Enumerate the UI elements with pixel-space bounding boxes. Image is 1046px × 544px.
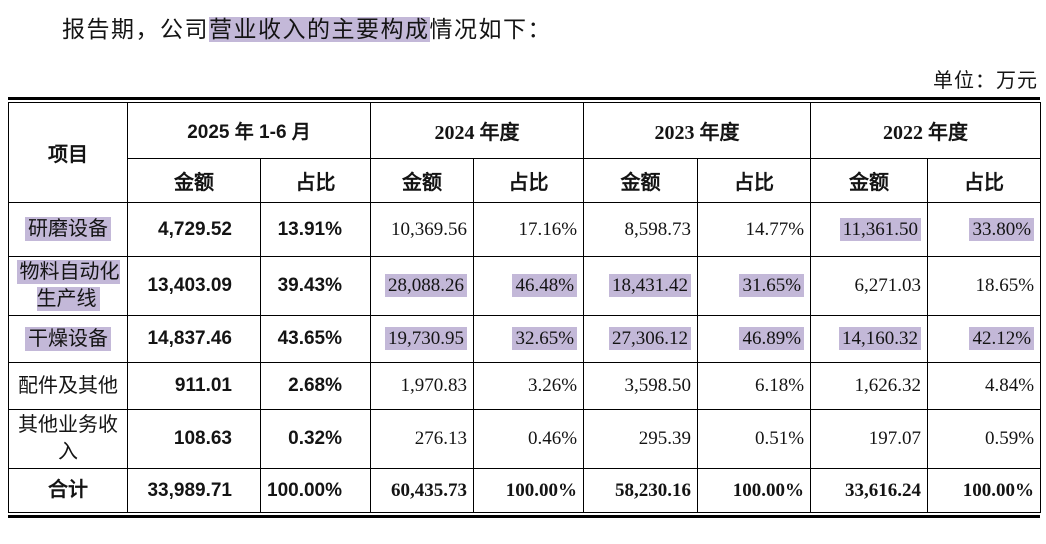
subheader-amount-2022: 金额	[810, 158, 929, 203]
cell-amount-2023: 3,598.50	[583, 362, 699, 410]
table-row-parts-and-others: 配件及其他 911.01 2.68% 1,970.83 3.26% 3,598.…	[8, 362, 1042, 410]
col-header-2023: 2023 年度	[583, 102, 812, 159]
cell-amount-2024: 19,730.95	[370, 315, 475, 363]
table-bottom-rule	[8, 515, 1040, 518]
cell-share-2024: 46.48%	[473, 256, 585, 316]
cell-amount-2025: 108.63	[127, 409, 261, 469]
cell-share-2024: 32.65%	[473, 315, 585, 363]
cell-amount-2023: 27,306.12	[583, 315, 699, 363]
cell-amount-2025: 911.01	[127, 362, 261, 410]
subheader-amount-2025: 金额	[127, 158, 261, 203]
cell-share-2025: 0.32%	[259, 409, 372, 469]
cell-amount-2024: 1,970.83	[370, 362, 475, 410]
revenue-table: 项目 2025 年 1-6 月 2024 年度 2023 年度 2022 年度 …	[8, 102, 1042, 513]
cell-share-2023: 31.65%	[697, 256, 812, 316]
cell-share-2025: 43.65%	[259, 315, 372, 363]
cell-share-2024: 17.16%	[473, 202, 585, 257]
table-row-grinding-equipment: 研磨设备 4,729.52 13.91% 10,369.56 17.16% 8,…	[8, 202, 1042, 257]
cell-amount-2023: 18,431.42	[583, 256, 699, 316]
cell-share-2024: 0.46%	[473, 409, 585, 469]
row-label: 物料自动化生产线	[8, 256, 128, 316]
subheader-share-2022: 占比	[927, 158, 1042, 203]
cell-share-2022: 42.12%	[927, 315, 1042, 363]
subheader-amount-2023: 金额	[583, 158, 699, 203]
cell-share-2023: 46.89%	[697, 315, 812, 363]
header-row-subcolumns: 金额 占比 金额 占比 金额 占比 金额 占比	[9, 158, 1042, 203]
cell-share-2022: 100.00%	[927, 468, 1042, 513]
row-label-text: 研磨设备	[25, 217, 111, 241]
cell-share-2023: 14.77%	[697, 202, 812, 257]
table-row-total: 合计 33,989.71 100.00% 60,435.73 100.00% 5…	[8, 468, 1042, 513]
cell-amount-2022: 11,361.50	[810, 202, 929, 257]
row-label-text: 配件及其他	[18, 374, 118, 397]
cell-share-2023: 100.00%	[697, 468, 812, 513]
row-label: 配件及其他	[8, 362, 128, 410]
title-highlighted-phrase: 营业收入的主要构成	[209, 17, 430, 42]
header-row-years: 项目 2025 年 1-6 月 2024 年度 2023 年度 2022 年度	[8, 102, 1042, 203]
cell-amount-2022: 14,160.32	[810, 315, 929, 363]
cell-amount-2025: 33,989.71	[127, 468, 261, 513]
cell-amount-2023: 58,230.16	[583, 468, 699, 513]
cell-share-2022: 33.80%	[927, 202, 1042, 257]
subheader-share-2025: 占比	[259, 158, 372, 203]
cell-amount-2022: 6,271.03	[810, 256, 929, 316]
cell-share-2022: 0.59%	[927, 409, 1042, 469]
title-suffix: 情况如下：	[429, 17, 552, 42]
cell-share-2022: 18.65%	[927, 256, 1042, 316]
cell-share-2025: 39.43%	[259, 256, 372, 316]
row-label: 研磨设备	[8, 202, 128, 257]
title-prefix: 报告期，公司	[62, 17, 209, 42]
col-header-2024: 2024 年度	[370, 102, 585, 159]
col-header-2022: 2022 年度	[810, 102, 1042, 159]
cell-amount-2023: 295.39	[583, 409, 699, 469]
cell-share-2024: 3.26%	[473, 362, 585, 410]
cell-share-2025: 13.91%	[259, 202, 372, 257]
cell-amount-2023: 8,598.73	[583, 202, 699, 257]
cell-amount-2025: 4,729.52	[127, 202, 261, 257]
subheader-share-2023: 占比	[697, 158, 812, 203]
cell-share-2023: 6.18%	[697, 362, 812, 410]
cell-share-2023: 0.51%	[697, 409, 812, 469]
table-row-drying-equipment: 干燥设备 14,837.46 43.65% 19,730.95 32.65% 2…	[8, 315, 1042, 363]
table-row-other-business-income: 其他业务收入 108.63 0.32% 276.13 0.46% 295.39 …	[8, 409, 1042, 469]
cell-amount-2024: 10,369.56	[370, 202, 475, 257]
cell-amount-2025: 13,403.09	[127, 256, 261, 316]
cell-share-2025: 2.68%	[259, 362, 372, 410]
subheader-share-2024: 占比	[473, 158, 585, 203]
row-label: 干燥设备	[8, 315, 128, 363]
row-label: 其他业务收入	[8, 409, 128, 469]
cell-share-2025: 100.00%	[259, 468, 372, 513]
cell-share-2022: 4.84%	[927, 362, 1042, 410]
row-label: 合计	[8, 468, 128, 513]
cell-share-2024: 100.00%	[473, 468, 585, 513]
table-row-material-automation-line: 物料自动化生产线 13,403.09 39.43% 28,088.26 46.4…	[8, 256, 1042, 316]
cell-amount-2024: 276.13	[370, 409, 475, 469]
cell-amount-2024: 28,088.26	[370, 256, 475, 316]
row-label-text: 其他业务收入	[18, 414, 118, 463]
cell-amount-2022: 33,616.24	[810, 468, 929, 513]
row-label-text: 合计	[48, 479, 88, 501]
table-top-rule	[8, 97, 1040, 100]
subheader-amount-2024: 金额	[370, 158, 475, 203]
page-title: 报告期，公司营业收入的主要构成情况如下：	[62, 10, 552, 44]
revenue-composition-table: 项目 2025 年 1-6 月 2024 年度 2023 年度 2022 年度 …	[8, 97, 1042, 518]
cell-amount-2022: 1,626.32	[810, 362, 929, 410]
cell-amount-2024: 60,435.73	[370, 468, 475, 513]
col-header-item: 项目	[8, 102, 128, 203]
row-label-text: 干燥设备	[25, 326, 111, 351]
col-header-2025: 2025 年 1-6 月	[126, 102, 372, 159]
unit-label: 单位：万元	[933, 70, 1038, 92]
cell-amount-2025: 14,837.46	[127, 315, 261, 363]
cell-amount-2022: 197.07	[810, 409, 929, 469]
row-label-text: 物料自动化生产线	[16, 260, 120, 311]
